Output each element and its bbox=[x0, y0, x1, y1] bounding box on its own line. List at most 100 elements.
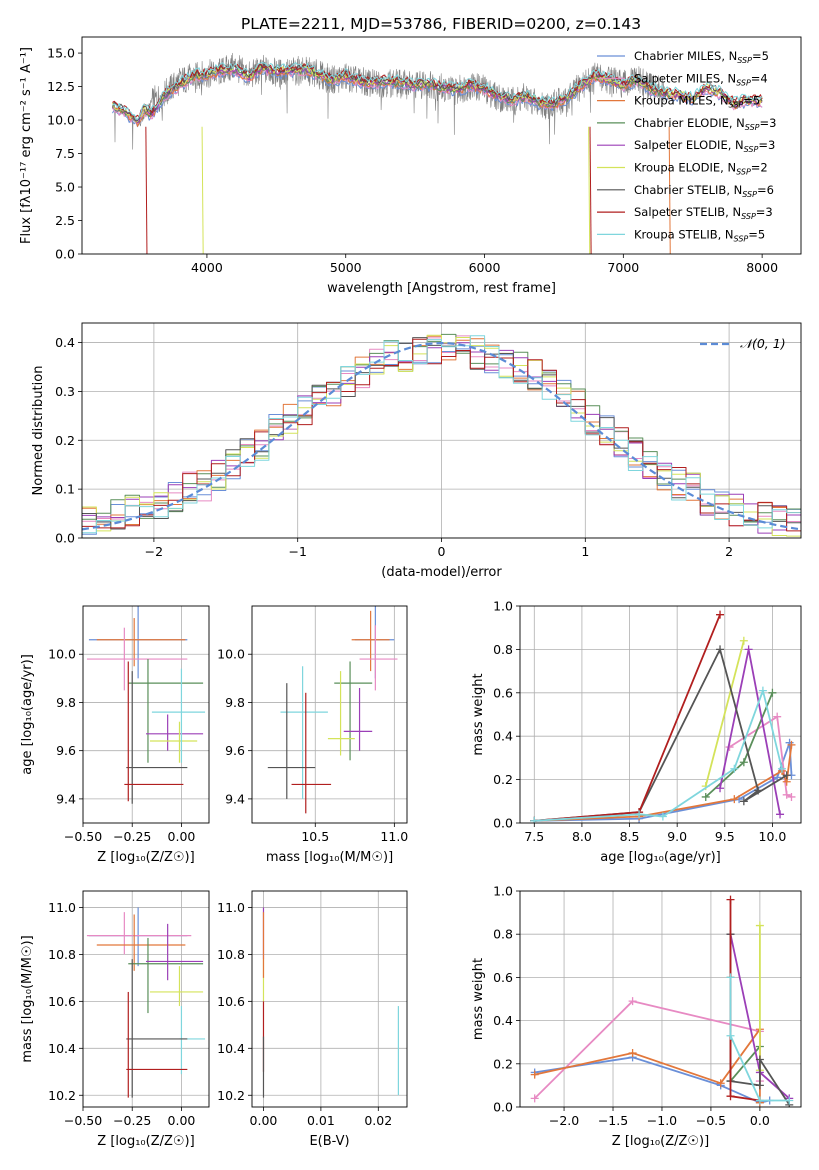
legend-label-1-sub: SSP bbox=[736, 78, 751, 87]
residuals-ytick-label-2: 0.2 bbox=[55, 433, 75, 448]
weight-vs-Z-ytick-label-2: 0.4 bbox=[493, 1013, 513, 1028]
mass-vs-Z-xtick-label-2: 0.00 bbox=[168, 1113, 196, 1128]
residuals-xtick-label-3: 1 bbox=[581, 544, 589, 559]
legend-label-8-text: Kroupa STELIB, N bbox=[634, 227, 734, 241]
weight-vs-age-ylabel: mass weight bbox=[471, 673, 486, 755]
mass-vs-EBV-ytick-label-4: 11.0 bbox=[217, 900, 245, 915]
weight-vs-age-ytick-label-4: 0.8 bbox=[493, 642, 513, 657]
weight-vs-age-panel: 7.5 8.0 8.5 9.0 9.5 10.0 0.0 0.2 0.4 0.6 0.8 1.0 age… bbox=[471, 599, 802, 865]
weight-vs-age-marker-kroupa_stelib-2 bbox=[658, 812, 667, 821]
legend-label-5: Kroupa ELODIE, NSSP=2 bbox=[634, 161, 768, 177]
legend-label-4-text: Salpeter ELODIE, N bbox=[634, 138, 744, 152]
legend-label-0-sub: SSP bbox=[737, 56, 752, 65]
residuals-legend: 𝒩(0, 1) bbox=[700, 336, 786, 351]
legend-label-2-sub: SSP bbox=[729, 101, 744, 110]
legend-label-6-val: =6 bbox=[757, 183, 774, 197]
spectrum-model-kroupa_stelib bbox=[112, 62, 763, 120]
weight-vs-Z-marker-kroupa_elodie-0 bbox=[755, 921, 764, 930]
mass-vs-EBV-xtick-label-1: 0.01 bbox=[307, 1113, 335, 1128]
mass-vs-Z-ytick-label-3: 10.8 bbox=[48, 947, 76, 962]
weight-vs-age-marker-kroupa_stelib-1 bbox=[635, 810, 644, 819]
weight-vs-age-marker-chabrier_elodie-1 bbox=[739, 758, 748, 767]
legend-label-7: Salpeter STELIB, NSSP=3 bbox=[634, 205, 773, 221]
age-vs-mass-xlabel: mass [log₁₀(M/M☉)] bbox=[266, 850, 393, 865]
legend-label-5-val: =2 bbox=[751, 161, 768, 175]
legend-label-0-text: Chabrier MILES, N bbox=[634, 49, 737, 63]
weight-vs-age-marker-chabrier_stelib-2 bbox=[716, 645, 725, 654]
residual-hist-salpeter_stelib bbox=[82, 338, 801, 532]
weight-vs-age-marker-kroupa_stelib-4 bbox=[758, 686, 767, 695]
residuals-ytick-label-1: 0.1 bbox=[55, 482, 75, 497]
weight-vs-age-plot-area bbox=[520, 606, 801, 823]
legend-label-3-val: =3 bbox=[760, 116, 777, 130]
age-vs-Z-plot-area bbox=[83, 606, 209, 823]
gaussian-curve bbox=[82, 342, 801, 531]
weight-vs-age-marker-salpeter_miles-3 bbox=[787, 792, 796, 801]
weight-vs-Z-ytick-label-1: 0.2 bbox=[493, 1056, 513, 1071]
legend-label-3-text: Chabrier ELODIE, N bbox=[634, 116, 745, 130]
weight-vs-Z-xtick-label-2: −1.0 bbox=[647, 1113, 677, 1128]
spectrum-ytick-label-1: 2.5 bbox=[55, 213, 75, 228]
spectrum-xtick-label-0: 4000 bbox=[191, 260, 223, 275]
mass-vs-Z-xlabel: Z [log₁₀(Z/Z☉)] bbox=[97, 1134, 194, 1149]
age-vs-Z-ytick-label-2: 9.8 bbox=[56, 695, 76, 710]
weight-vs-age-marker-chabrier_elodie-0 bbox=[701, 792, 710, 801]
weight-vs-age-ytick-label-2: 0.4 bbox=[493, 729, 513, 744]
legend-label-3: Chabrier ELODIE, NSSP=3 bbox=[634, 116, 776, 132]
spectrum-model-chabrier_elodie bbox=[112, 66, 763, 123]
age-vs-mass-panel: 10.5 11.0 9.4 9.6 9.8 10.0 mass [log₁₀(M/M☉)] bbox=[217, 605, 408, 865]
spectrum-ytick-label-2: 5.0 bbox=[55, 180, 75, 195]
weight-vs-Z-marker-salpeter_stelib-1 bbox=[726, 1092, 735, 1101]
spectrum-plot-area bbox=[112, 52, 763, 254]
legend-label-6-text: Chabrier STELIB, N bbox=[634, 183, 742, 197]
weight-vs-age-ytick-label-5: 1.0 bbox=[493, 599, 513, 614]
spectrum-xlabel: wavelength [Angstrom, rest frame] bbox=[327, 281, 556, 296]
legend-label-0: Chabrier MILES, NSSP=5 bbox=[634, 49, 769, 65]
weight-vs-Z-series-kroupa_stelib bbox=[729, 977, 790, 1102]
weight-vs-age-ytick-label-3: 0.6 bbox=[493, 685, 513, 700]
spectrum-edge-drop-2 bbox=[588, 126, 591, 254]
weight-vs-Z-ytick-label-0: 0.0 bbox=[493, 1100, 513, 1115]
legend-label-3-sub: SSP bbox=[745, 123, 760, 132]
weight-vs-Z-marker-salpeter_miles-1 bbox=[628, 997, 637, 1006]
residuals-ytick-label-4: 0.4 bbox=[55, 335, 75, 350]
legend-label-8: Kroupa STELIB, NSSP=5 bbox=[634, 227, 765, 243]
age-vs-Z-panel: −0.50 −0.25 0.00 9.4 9.6 9.8 10.0 Z [log₁₀(Z/Z☉… bbox=[20, 605, 210, 865]
weight-vs-age-marker-kroupa_elodie-1 bbox=[739, 636, 748, 645]
weight-vs-age-marker-chabrier_stelib-5 bbox=[782, 771, 791, 780]
spectrum-xtick-label-1: 5000 bbox=[330, 260, 362, 275]
age-vs-mass-ytick-label-2: 9.8 bbox=[225, 695, 245, 710]
weight-vs-age-marker-salpeter_miles-2 bbox=[782, 790, 791, 799]
spectrum-model-salpeter_stelib bbox=[112, 62, 763, 118]
weight-vs-Z-series-chabrier_elodie bbox=[729, 977, 761, 1082]
residuals-ylabel: Normed distribution bbox=[31, 366, 46, 496]
age-vs-mass-plot-area bbox=[252, 606, 407, 823]
mass-vs-EBV-ytick-label-0: 10.2 bbox=[217, 1088, 245, 1103]
weight-vs-age-marker-salpeter_stelib-2 bbox=[716, 610, 725, 619]
legend-label-5-sub: SSP bbox=[736, 168, 751, 177]
legend-label-2: Kroupa MILES, NSSP=5 bbox=[634, 94, 760, 110]
mass-vs-EBV-ytick-label-3: 10.8 bbox=[217, 947, 245, 962]
panels: 4000 5000 6000 7000 80000.02.55.07.510.012.5… bbox=[19, 36, 802, 1149]
age-vs-Z-xtick-label-2: 0.00 bbox=[168, 829, 196, 844]
spectrum-edge-drop-4 bbox=[668, 126, 671, 254]
spectrum-ytick-label-6: 15.0 bbox=[47, 46, 75, 61]
weight-vs-Z-marker-salpeter_miles-0 bbox=[530, 1094, 539, 1103]
age-vs-Z-ylabel: age [log₁₀(age/yr)] bbox=[20, 654, 35, 775]
legend-label-4: Salpeter ELODIE, NSSP=3 bbox=[634, 138, 775, 154]
weight-vs-age-marker-chabrier_stelib-4 bbox=[739, 797, 748, 806]
spectrum-legend: Chabrier MILES, NSSP=5 Salpeter MILES, NS… bbox=[597, 49, 776, 243]
legend-label-5-text: Kroupa ELODIE, N bbox=[634, 161, 736, 175]
spectrum-edge-drop-3 bbox=[589, 126, 592, 254]
mass-vs-Z-plot-area bbox=[83, 891, 209, 1107]
age-vs-mass-frame bbox=[251, 605, 408, 824]
weight-vs-Z-ytick-label-3: 0.6 bbox=[493, 970, 513, 985]
weight-vs-age-xtick-label-0: 7.5 bbox=[524, 829, 544, 844]
mass-vs-EBV-xtick-label-0: 0.00 bbox=[250, 1113, 278, 1128]
spectrum-ytick-label-3: 7.5 bbox=[55, 146, 75, 161]
weight-vs-Z-frame bbox=[519, 890, 802, 1108]
weight-vs-age-marker-kroupa_stelib-5 bbox=[777, 764, 786, 773]
weight-vs-Z-ytick-label-4: 0.8 bbox=[493, 927, 513, 942]
legend-label-1: Salpeter MILES, NSSP=4 bbox=[634, 71, 768, 87]
weight-vs-age-series-salpeter_miles bbox=[729, 715, 792, 798]
